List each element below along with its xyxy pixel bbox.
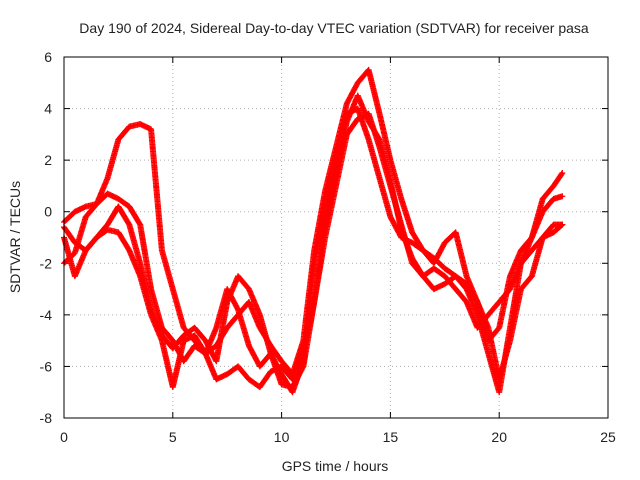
plot-frame [63,56,609,419]
y-tick-label: -6 [40,358,53,374]
y-tick-label: 0 [44,204,52,220]
y-axis-label: SDTVAR / TECUs [7,181,23,293]
chart-title: Day 190 of 2024, Sidereal Day-to-day VTE… [79,20,589,36]
data-point [559,221,566,228]
y-tick-label: 2 [44,152,52,168]
data-point-interp [558,222,565,229]
x-axis-label: GPS time / hours [282,458,389,474]
data-points [61,66,566,396]
x-tick-label: 10 [274,429,290,445]
axis-ticks: 0 5 10 15 20 25 -8 -6 -4 -2 0 2 4 6 [40,49,616,445]
x-tick-label: 25 [600,429,616,445]
series-track-d [61,105,566,396]
x-tick-label: 0 [60,429,68,445]
y-tick-label: -8 [40,410,53,426]
y-tick-label: -4 [40,307,53,323]
data-point [559,193,566,200]
data-point [559,170,566,177]
data-point-interp [558,171,565,178]
x-tick-label: 15 [383,429,399,445]
x-tick-label: 20 [491,429,507,445]
y-tick-label: 6 [44,49,52,65]
y-tick-label: -2 [40,255,53,271]
series-track-b [61,66,566,378]
y-tick-label: 4 [44,101,52,117]
x-tick-label: 5 [169,429,177,445]
